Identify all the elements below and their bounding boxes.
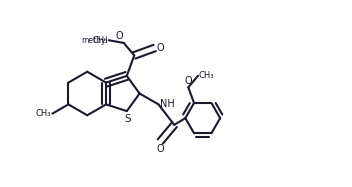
Text: CH₃: CH₃	[199, 71, 214, 80]
Text: S: S	[125, 114, 131, 124]
Text: O: O	[157, 144, 164, 154]
Text: O: O	[115, 31, 123, 41]
Text: CH₃: CH₃	[93, 36, 108, 45]
Text: O: O	[156, 43, 164, 53]
Text: O: O	[184, 76, 192, 86]
Text: CH₃: CH₃	[36, 109, 51, 118]
Text: NH: NH	[160, 99, 175, 109]
Text: methyl: methyl	[81, 36, 108, 45]
